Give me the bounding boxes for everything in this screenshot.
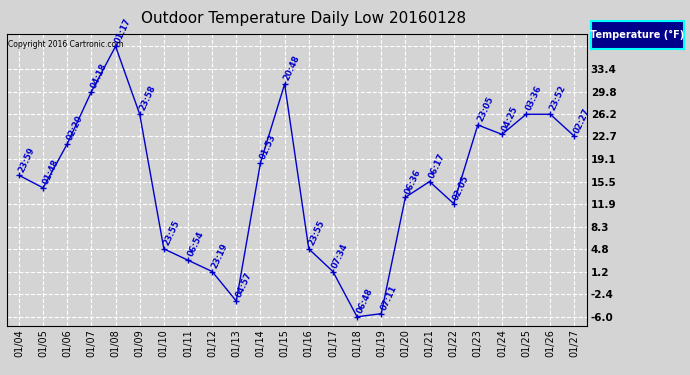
Text: 07:34: 07:34 xyxy=(331,242,350,270)
Text: 23:55: 23:55 xyxy=(306,219,326,247)
Text: 01:48: 01:48 xyxy=(41,158,60,186)
Text: 23:19: 23:19 xyxy=(210,242,229,270)
Text: 04:18: 04:18 xyxy=(89,62,108,90)
Text: 01:17: 01:17 xyxy=(113,16,132,44)
Text: 02:05: 02:05 xyxy=(451,174,471,202)
Text: 06:17: 06:17 xyxy=(427,152,446,180)
Text: Outdoor Temperature Daily Low 20160128: Outdoor Temperature Daily Low 20160128 xyxy=(141,11,466,26)
Text: 01:53: 01:53 xyxy=(258,133,277,161)
Text: 23:58: 23:58 xyxy=(137,84,157,112)
Text: 04:57: 04:57 xyxy=(234,271,253,299)
Text: 02:20: 02:20 xyxy=(65,114,84,142)
Text: 23:55: 23:55 xyxy=(161,219,181,247)
Text: 20:48: 20:48 xyxy=(282,54,302,82)
Text: 06:48: 06:48 xyxy=(355,287,374,315)
Text: 07:11: 07:11 xyxy=(379,284,398,312)
Text: Copyright 2016 Cartronic.com: Copyright 2016 Cartronic.com xyxy=(8,40,124,49)
Text: 02:27: 02:27 xyxy=(572,106,591,134)
Text: Temperature (°F): Temperature (°F) xyxy=(590,30,684,40)
Text: 03:36: 03:36 xyxy=(524,84,543,112)
Text: 06:54: 06:54 xyxy=(186,230,206,258)
Text: 23:52: 23:52 xyxy=(548,84,568,112)
Text: 23:59: 23:59 xyxy=(17,146,36,173)
Text: 23:05: 23:05 xyxy=(475,95,495,123)
Text: 04:25: 04:25 xyxy=(500,104,520,132)
Text: 06:36: 06:36 xyxy=(403,167,422,195)
